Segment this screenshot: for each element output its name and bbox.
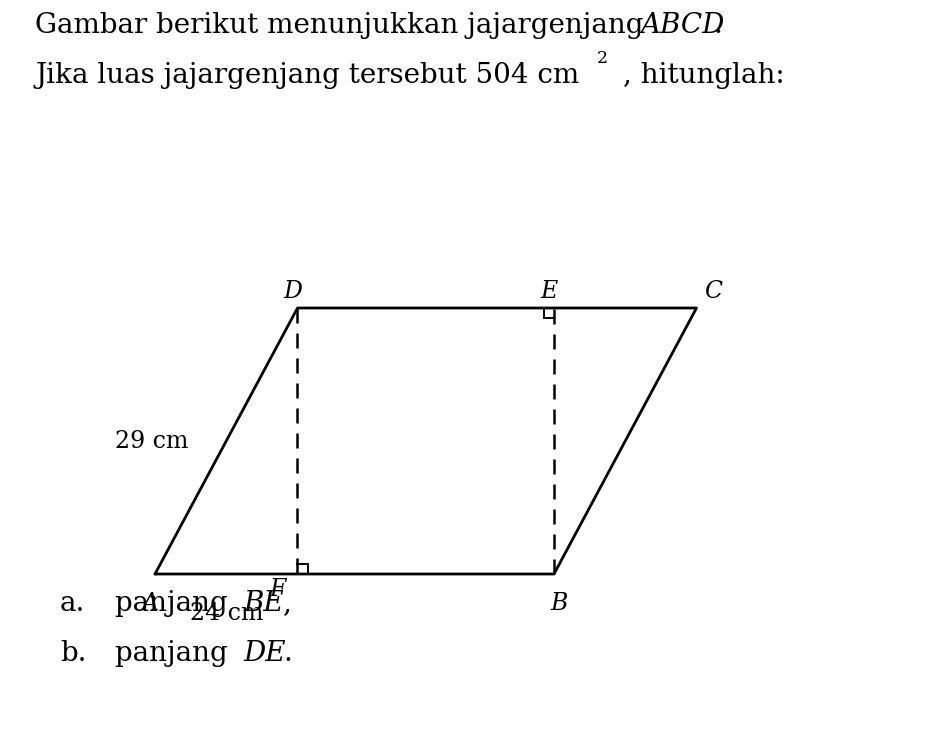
Text: ,: ,: [283, 590, 292, 617]
Text: b.: b.: [60, 640, 87, 667]
Text: A: A: [142, 592, 158, 615]
Text: D: D: [283, 280, 302, 303]
Text: B: B: [550, 592, 567, 615]
Text: 29 cm: 29 cm: [115, 429, 188, 452]
Text: , hitunglah:: , hitunglah:: [623, 62, 784, 89]
Text: E: E: [541, 280, 558, 303]
Text: .: .: [283, 640, 292, 667]
Text: Gambar berikut menunjukkan jajargenjang: Gambar berikut menunjukkan jajargenjang: [35, 12, 652, 39]
Text: BE: BE: [243, 590, 284, 617]
Text: 2: 2: [597, 50, 608, 67]
Text: ABCD: ABCD: [640, 12, 724, 39]
Text: panjang: panjang: [115, 640, 237, 667]
Text: F: F: [269, 578, 286, 601]
Text: a.: a.: [60, 590, 86, 617]
Text: .: .: [713, 12, 722, 39]
Text: DE: DE: [243, 640, 286, 667]
Text: 24 cm: 24 cm: [189, 602, 263, 625]
Text: panjang: panjang: [115, 590, 237, 617]
Text: Jika luas jajargenjang tersebut 504 cm: Jika luas jajargenjang tersebut 504 cm: [35, 62, 579, 89]
Text: C: C: [704, 280, 723, 303]
